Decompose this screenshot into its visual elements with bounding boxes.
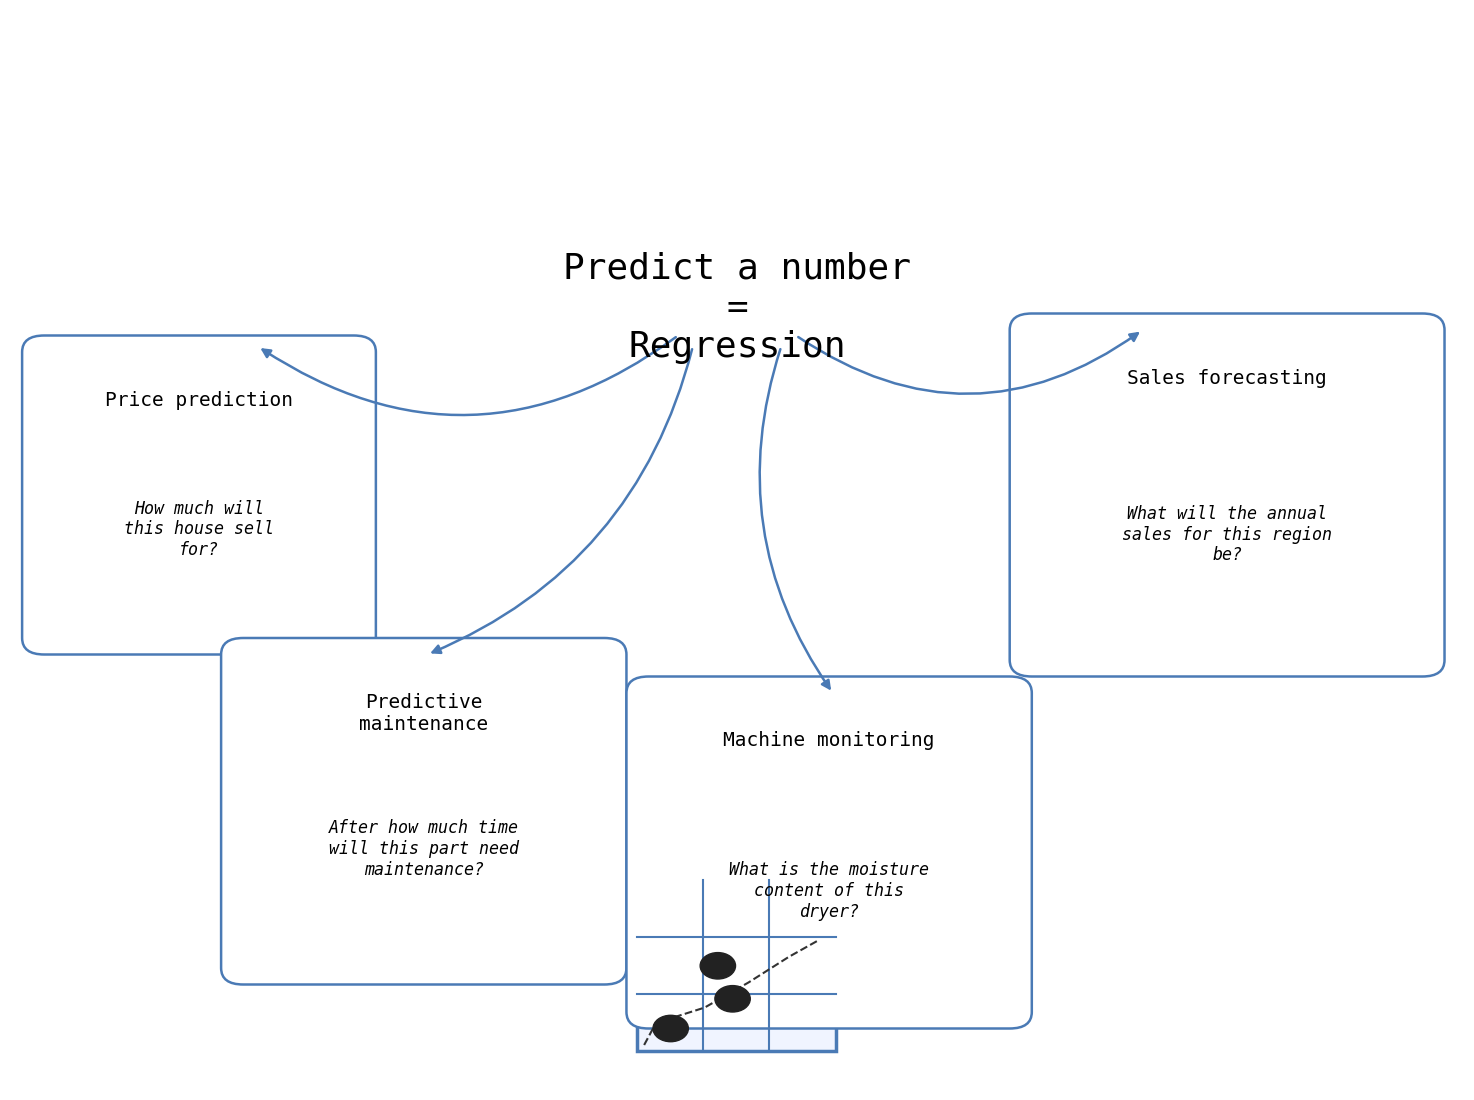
Text: After how much time
will this part need
maintenance?: After how much time will this part need … [329,820,519,879]
Circle shape [715,986,750,1012]
FancyBboxPatch shape [221,638,626,984]
FancyBboxPatch shape [637,880,836,1050]
FancyBboxPatch shape [22,336,376,654]
Text: Machine monitoring: Machine monitoring [724,732,935,750]
Circle shape [700,953,736,979]
Text: What is the moisture
content of this
dryer?: What is the moisture content of this dry… [730,861,929,921]
Text: Sales forecasting: Sales forecasting [1128,368,1327,387]
Text: How much will
this house sell
for?: How much will this house sell for? [124,499,274,559]
Circle shape [653,1015,688,1042]
Text: What will the annual
sales for this region
be?: What will the annual sales for this regi… [1122,505,1332,564]
FancyBboxPatch shape [1010,314,1445,676]
Text: Price prediction: Price prediction [105,390,293,409]
FancyBboxPatch shape [626,676,1032,1028]
Text: Predictive
maintenance: Predictive maintenance [360,693,488,734]
Text: Predict a number
=
Regression: Predict a number = Regression [563,252,911,364]
